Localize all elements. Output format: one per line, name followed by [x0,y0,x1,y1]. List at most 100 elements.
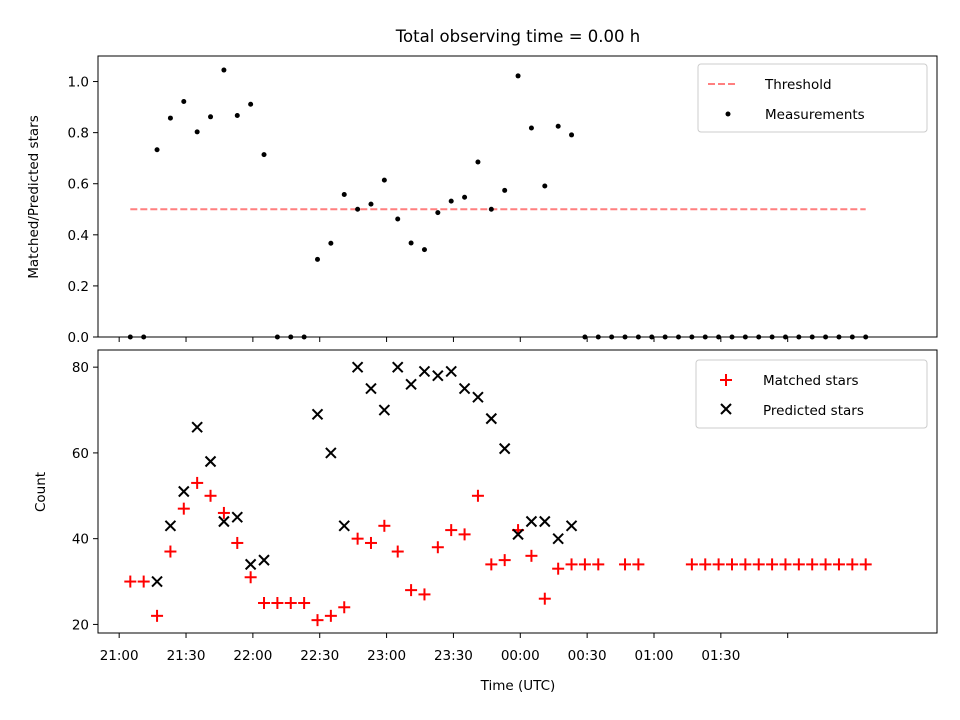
legend-predicted-label: Predicted stars [763,403,864,419]
matched-star-point [592,558,605,571]
predicted-star-point [525,515,538,528]
bottom-legend-box [695,359,928,429]
matched-star-point [525,549,538,562]
measurement-point [448,198,454,204]
predicted-star-point [378,404,391,416]
measurement-point [154,147,160,153]
bottom-x-axis-label: Time (UTC) [480,678,556,694]
predicted-star-point [204,455,217,468]
predicted-star-point [151,575,163,588]
matched-star-point [378,519,391,532]
legend-predicted-swatch [720,403,732,415]
measurement-point [167,115,173,121]
predicted-star-point [512,528,524,541]
top-y-tick-label: 1.0 [68,75,89,91]
predicted-star-point [258,554,270,566]
measurement-point [395,216,401,222]
top-legend: Threshold Measurements [697,63,928,133]
matched-star-point [391,545,404,558]
top-y-tick-label: 0.2 [68,279,89,295]
matched-star-point [164,545,177,558]
bottom-y-ticks: 20 40 60 80 [72,360,98,633]
measurement-point [341,191,347,197]
bottom-x-tick-label: 01:30 [701,648,740,664]
matched-star-point [405,584,418,597]
predicted-star-point [539,515,551,528]
bottom-x-tick-label: 01:00 [635,648,674,664]
matched-star-point [819,558,832,571]
bottom-axes-frame [97,349,938,634]
measurement-point [234,113,240,119]
matched-star-point [177,502,190,515]
bottom-axes: 20 40 60 80 21:00 21:30 22:00 22:30 23:00 23:30 0… [33,349,938,694]
bottom-x-tick-label: 23:00 [367,648,406,664]
bottom-x-tick-label: 21:00 [100,648,139,664]
matched-star-point [217,506,230,519]
matched-star-point [485,558,498,571]
measurement-point [475,159,481,165]
predicted-star-point [351,361,364,373]
measurement-point [542,183,548,189]
matched-star-point [431,541,444,554]
matched-star-point [685,558,698,571]
measurement-point [381,177,387,183]
matched-star-point [418,588,431,601]
bottom-y-axis-label: Count [33,472,49,512]
matched-star-point [271,596,284,609]
predicted-star-point [485,412,498,425]
matched-star-point [565,558,578,571]
matched-star-point [752,558,765,571]
predicted-star-point [231,511,243,523]
top-y-ticks: 0.0 0.2 0.4 0.6 0.8 1.0 [68,75,98,346]
measurement-point [314,256,320,262]
predicted-star-point [392,361,404,373]
measurement-point [528,125,534,131]
bottom-y-tick-label: 20 [72,617,89,633]
predicted-star-point [218,515,230,528]
matched-star-point [284,596,297,609]
predicted-star-point [338,520,350,532]
measurement-point [221,67,227,73]
measurement-point [328,240,334,246]
bottom-y-tick-label: 60 [72,446,89,462]
bottom-x-tick-label: 00:30 [568,648,607,664]
matched-star-point [699,558,712,571]
measurement-point [208,114,214,120]
matched-star-point [578,558,591,571]
legend-matched-label: Matched stars [763,373,859,389]
measurement-point [181,98,187,104]
matched-star-point [832,558,845,571]
measurement-point [515,73,521,79]
predicted-star-point [178,485,190,498]
matched-star-point [204,489,217,502]
matched-star-point [792,558,805,571]
bottom-x-tick-label: 00:00 [501,648,540,664]
matched-star-point [498,554,511,567]
top-axes: 0.0 0.2 0.4 0.6 0.8 1.0 Matched/Predicted sta… [26,55,938,346]
bottom-legend: Matched stars Predicted stars [695,359,928,429]
top-y-tick-label: 0.0 [68,330,89,346]
matched-star-point [538,592,551,605]
legend-measurements-swatch [725,111,731,117]
measurement-point [408,240,414,246]
top-y-tick-label: 0.8 [68,126,89,142]
predicted-star-point [311,408,324,421]
measurement-point [194,129,200,135]
predicted-star-point [472,391,484,403]
predicted-star-point [552,532,564,545]
matched-star-point [632,558,645,571]
top-y-tick-label: 0.4 [68,228,89,244]
predicted-star-point [418,365,431,378]
matched-star-point [231,536,244,549]
matched-star-point [351,532,364,545]
predicted-star-point [498,442,511,455]
legend-measurements-label: Measurements [765,107,865,123]
matched-star-point [324,609,337,622]
measurement-point [502,187,508,193]
matched-star-point [471,489,484,502]
matched-star-point [846,558,859,571]
measurement-point [248,101,254,107]
predicted-star-point [244,558,257,571]
measurement-point [355,206,361,212]
